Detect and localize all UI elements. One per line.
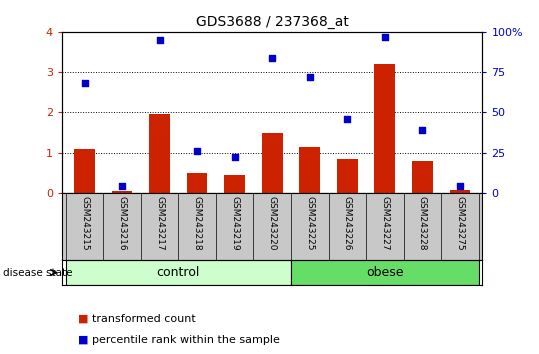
Point (306, 74, 314, 80)
Text: GSM243215: GSM243215 (80, 196, 89, 251)
Text: transformed count: transformed count (92, 314, 195, 324)
Bar (112, 191, 133, 193)
Text: GSM243219: GSM243219 (230, 196, 239, 251)
Text: control: control (157, 266, 200, 279)
Text: GSM243225: GSM243225 (305, 196, 314, 251)
Text: GSM243275: GSM243275 (455, 196, 465, 251)
Point (118, 184, 126, 189)
Text: GSM243216: GSM243216 (118, 196, 127, 251)
Text: percentile rank within the sample: percentile rank within the sample (92, 335, 280, 345)
Bar (262, 132, 282, 193)
Bar (299, 147, 320, 193)
Text: GSM243220: GSM243220 (268, 196, 277, 251)
Point (230, 155, 239, 160)
Bar (291, 260, 479, 285)
Text: ■: ■ (78, 335, 88, 345)
Bar (66, 260, 291, 285)
Text: disease state: disease state (3, 268, 72, 278)
Point (455, 184, 464, 189)
Text: GSM243227: GSM243227 (381, 196, 389, 251)
Point (80, 81, 89, 86)
Point (381, 34, 389, 40)
Point (268, 55, 277, 61)
Text: GSM243228: GSM243228 (418, 196, 427, 251)
Text: GSM243226: GSM243226 (343, 196, 352, 251)
Title: GDS3688 / 237368_at: GDS3688 / 237368_at (196, 16, 349, 29)
Bar (187, 173, 208, 193)
Point (193, 148, 202, 154)
Bar (450, 190, 470, 193)
Point (418, 127, 427, 133)
Bar (224, 175, 245, 193)
Point (155, 37, 164, 43)
Text: GSM243218: GSM243218 (192, 196, 202, 251)
Bar (74, 149, 95, 193)
Bar (375, 64, 395, 193)
Bar (149, 114, 170, 193)
Bar (412, 161, 433, 193)
Point (343, 116, 351, 122)
Text: ■: ■ (78, 314, 88, 324)
Bar (337, 159, 357, 193)
Text: obese: obese (366, 266, 404, 279)
Text: GSM243217: GSM243217 (155, 196, 164, 251)
